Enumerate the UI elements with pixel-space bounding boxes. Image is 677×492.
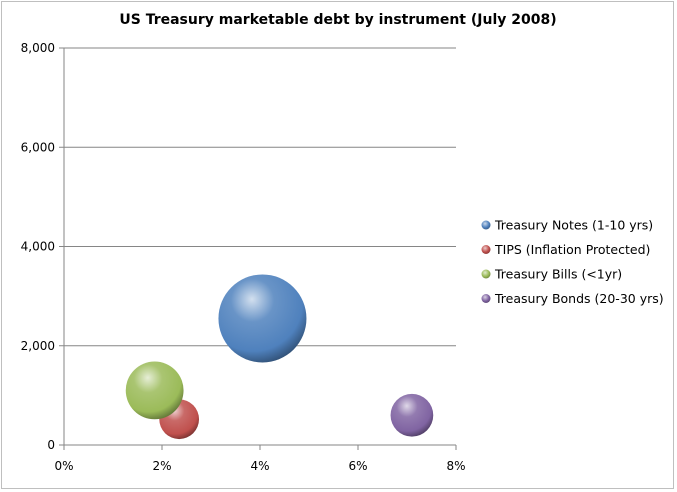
y-tick-label: 0 xyxy=(47,438,55,452)
legend-label: Treasury Bills (<1yr) xyxy=(494,267,622,282)
x-tick-label: 4% xyxy=(250,459,269,473)
legend-marker xyxy=(481,220,491,230)
legend-marker xyxy=(481,269,491,279)
x-tick-label: 6% xyxy=(348,459,367,473)
x-tick-label: 0% xyxy=(54,459,73,473)
legend-label: Treasury Bonds (20-30 yrs) xyxy=(494,291,664,306)
x-tick-label: 8% xyxy=(446,459,465,473)
legend-label: TIPS (Inflation Protected) xyxy=(494,242,650,257)
bubble-treasury-bills-1yr xyxy=(125,361,184,420)
y-tick-label: 4,000 xyxy=(21,240,55,254)
legend-label: Treasury Notes (1-10 yrs) xyxy=(494,218,653,233)
y-tick-label: 2,000 xyxy=(21,339,55,353)
y-tick-label: 6,000 xyxy=(21,140,55,154)
bubble-treasury-notes-1-10-yrs xyxy=(218,274,307,363)
legend-marker xyxy=(481,245,491,254)
chart-title: US Treasury marketable debt by instrumen… xyxy=(119,12,556,28)
legend-marker xyxy=(481,294,491,303)
x-tick-label: 2% xyxy=(152,459,171,473)
bubble-treasury-bonds-20-30-yrs xyxy=(390,393,434,437)
y-tick-label: 8,000 xyxy=(21,41,55,55)
